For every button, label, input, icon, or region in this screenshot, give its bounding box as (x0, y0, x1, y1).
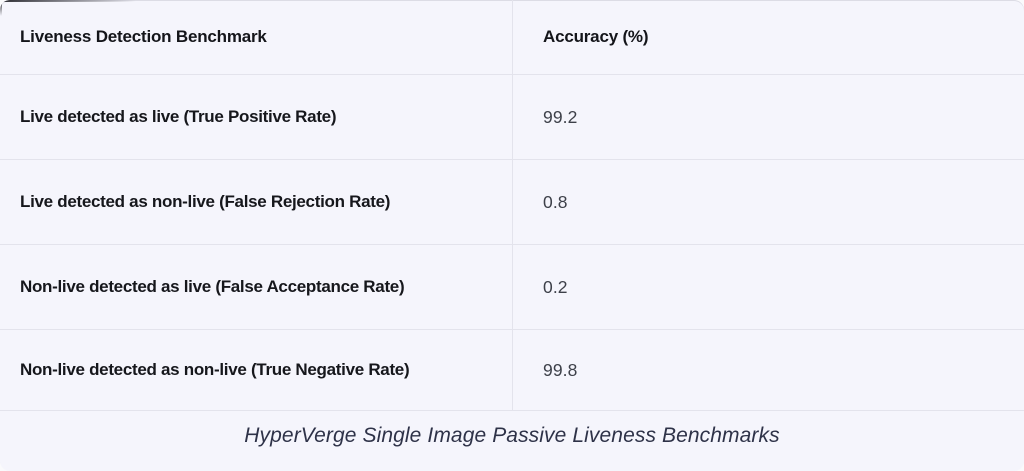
table-row-false-rejection: Live detected as non-live (False Rejecti… (0, 160, 1024, 245)
row-value: 99.8 (543, 359, 578, 380)
row-value: 0.8 (543, 191, 568, 212)
row-value-cell: 99.8 (512, 330, 1024, 410)
row-label: Live detected as live (True Positive Rat… (20, 107, 337, 126)
row-label: Live detected as non-live (False Rejecti… (20, 192, 391, 211)
table-header-row: Liveness Detection Benchmark Accuracy (%… (0, 0, 1024, 75)
table-row-true-positive: Live detected as live (True Positive Rat… (0, 75, 1024, 160)
liveness-benchmark-table: Liveness Detection Benchmark Accuracy (%… (0, 0, 1024, 411)
figure-caption: HyperVerge Single Image Passive Liveness… (244, 424, 780, 447)
column-header-benchmark: Liveness Detection Benchmark (0, 0, 512, 74)
row-label-cell: Non-live detected as non-live (True Nega… (0, 330, 512, 410)
row-label-cell: Live detected as live (True Positive Rat… (0, 75, 512, 159)
row-label-cell: Live detected as non-live (False Rejecti… (0, 160, 512, 244)
row-label: Non-live detected as non-live (True Nega… (20, 360, 410, 379)
table-row-false-acceptance: Non-live detected as live (False Accepta… (0, 245, 1024, 330)
column-header-benchmark-label: Liveness Detection Benchmark (20, 27, 267, 46)
row-value-cell: 99.2 (512, 75, 1024, 159)
column-header-accuracy: Accuracy (%) (512, 0, 1024, 74)
row-value-cell: 0.2 (512, 245, 1024, 329)
row-value: 0.2 (543, 276, 568, 297)
column-header-accuracy-label: Accuracy (%) (543, 27, 649, 46)
row-value-cell: 0.8 (512, 160, 1024, 244)
table-row-true-negative: Non-live detected as non-live (True Nega… (0, 330, 1024, 411)
row-label-cell: Non-live detected as live (False Accepta… (0, 245, 512, 329)
row-label: Non-live detected as live (False Accepta… (20, 277, 405, 296)
row-value: 99.2 (543, 106, 578, 127)
